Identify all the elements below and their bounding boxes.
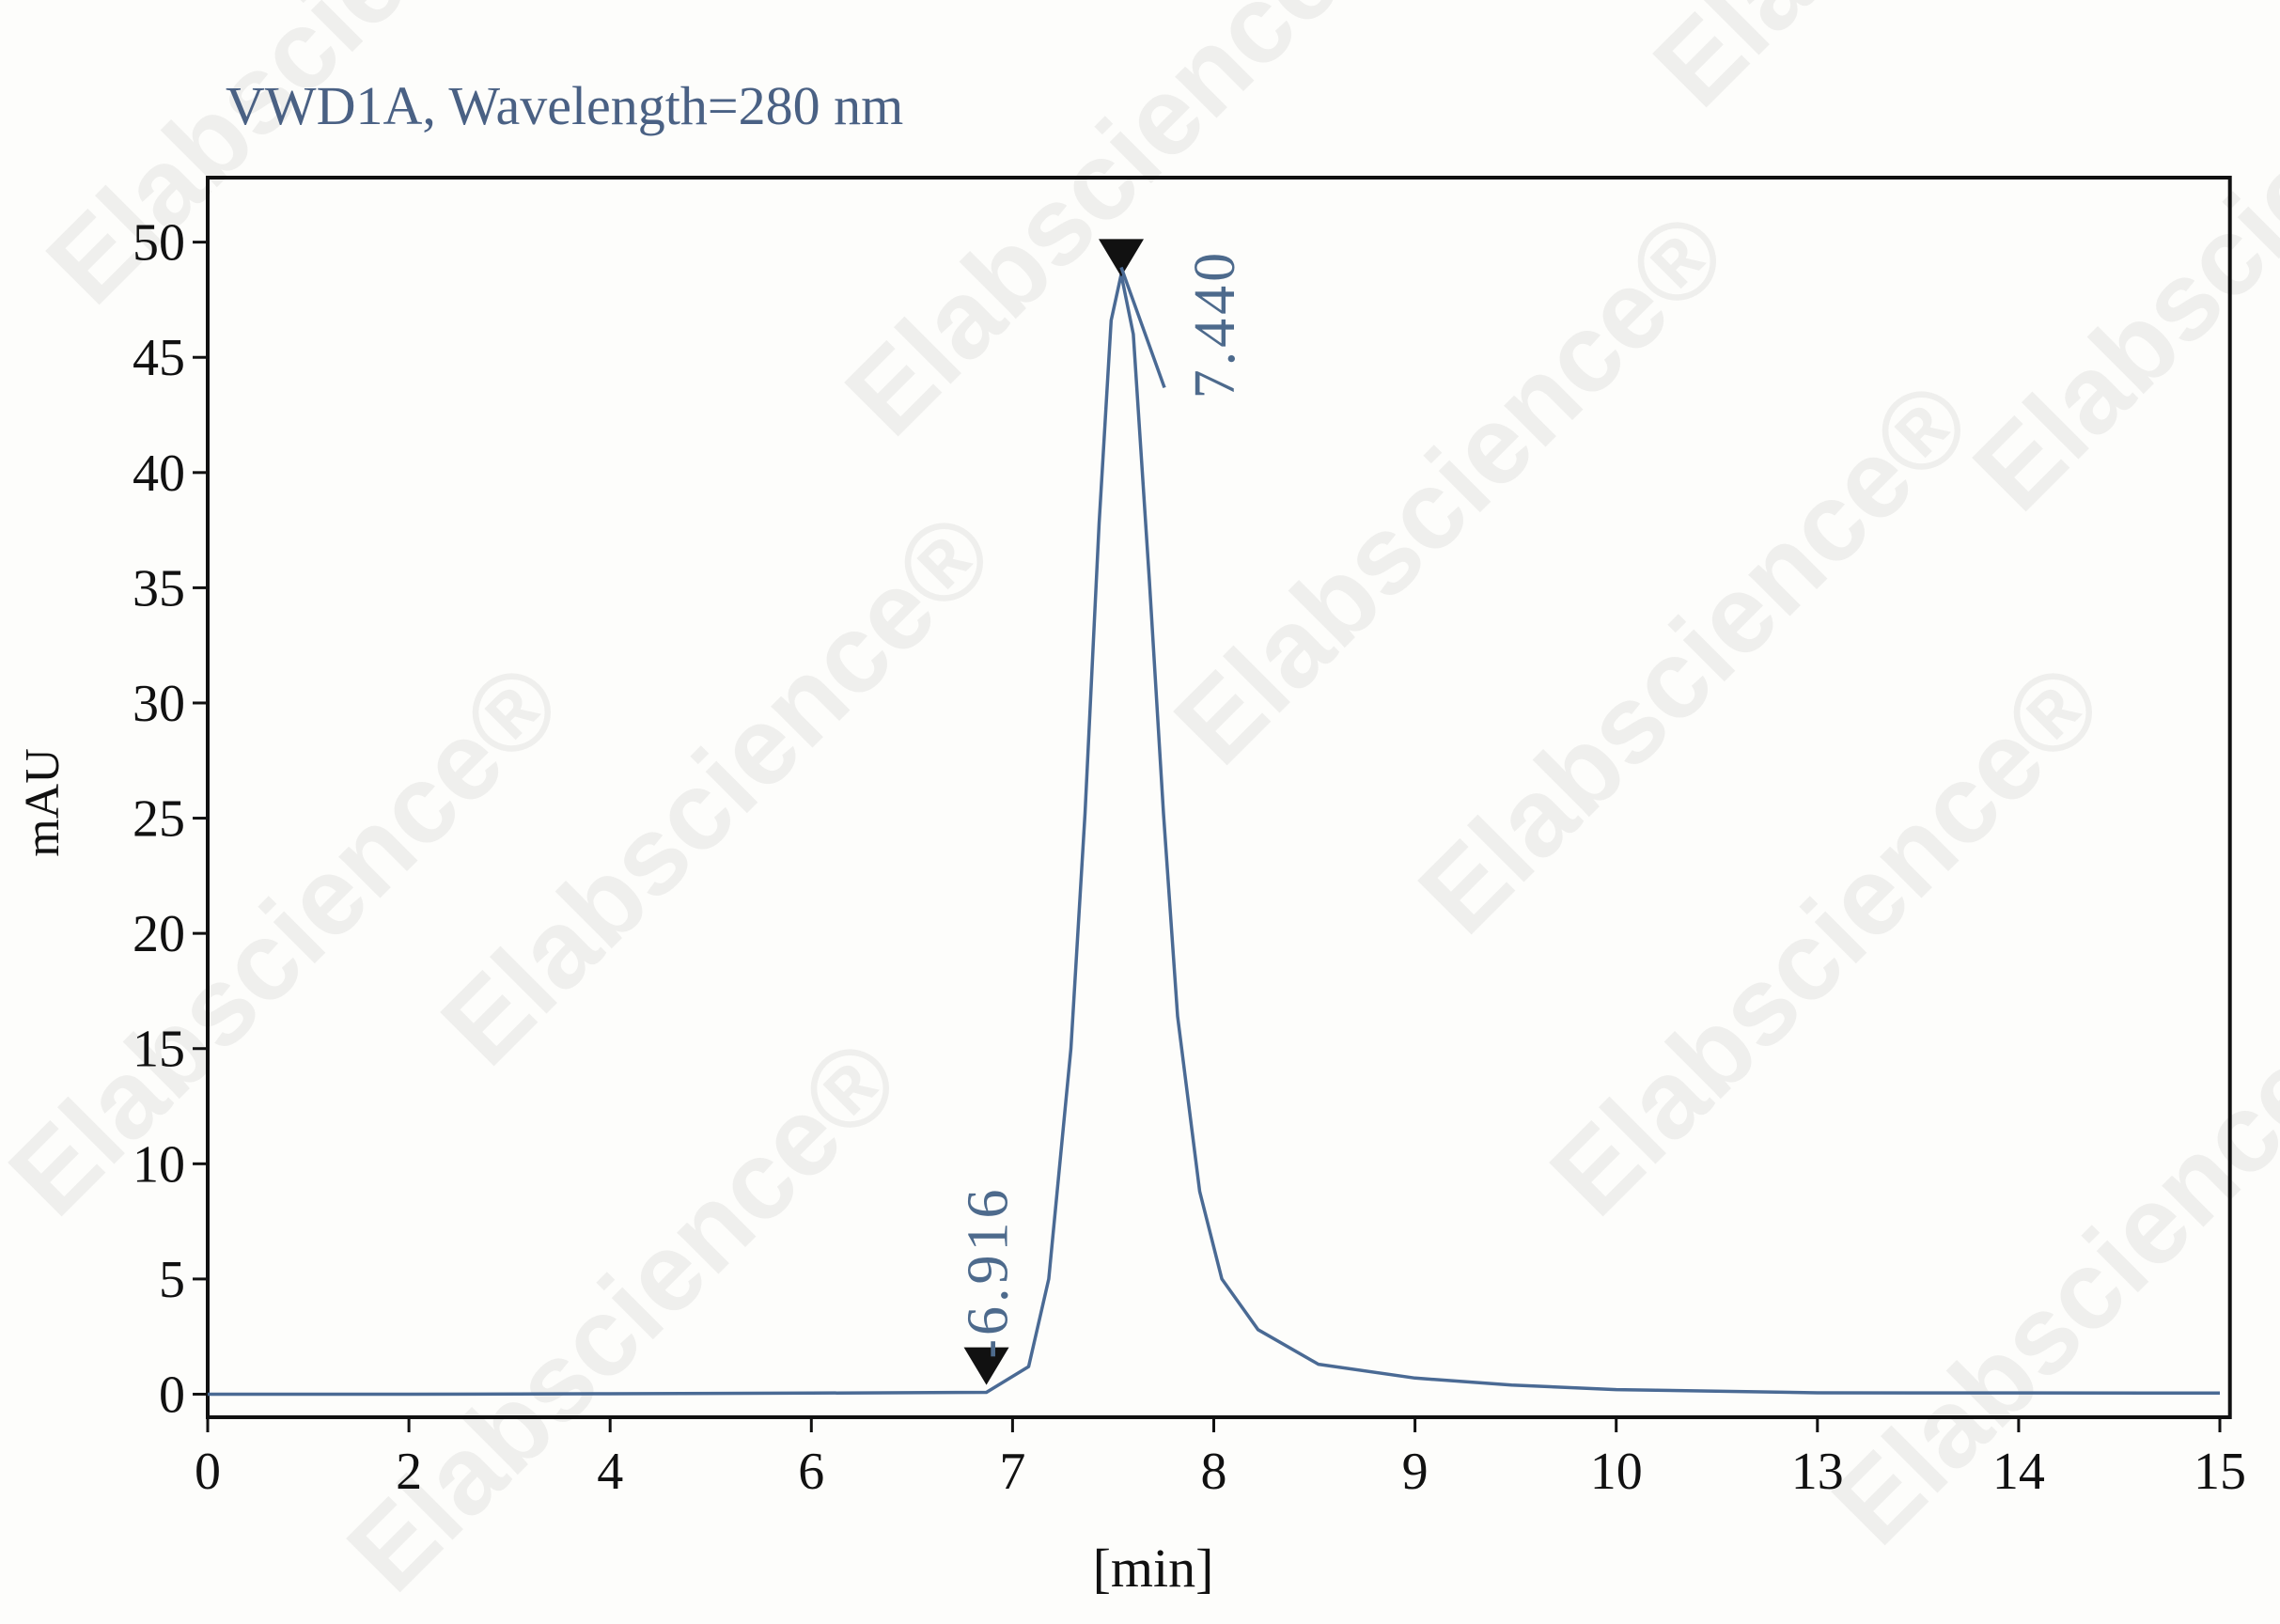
plot-frame bbox=[206, 176, 2232, 1419]
x-tick-label: 8 bbox=[1201, 1443, 1227, 1501]
watermark: Elabscience® bbox=[1631, 0, 2229, 130]
y-tick-label: 25 bbox=[133, 790, 185, 849]
y-tick-label: 40 bbox=[133, 445, 185, 503]
y-tick-label: 30 bbox=[133, 675, 185, 733]
y-tick-label: 15 bbox=[133, 1021, 185, 1079]
watermark: Elabscience® bbox=[324, 1016, 923, 1615]
chart-title: VWD1A, Wavelength=280 nm bbox=[226, 75, 903, 136]
y-tick-label: 0 bbox=[159, 1366, 185, 1424]
watermark: Elabscience® bbox=[822, 0, 1421, 459]
x-tick-label: 0 bbox=[195, 1443, 221, 1501]
x-tick-label: 4 bbox=[597, 1443, 623, 1501]
marker-leader bbox=[1119, 266, 1166, 389]
x-axis-label: [min] bbox=[1093, 1538, 1214, 1599]
data-line bbox=[208, 273, 2221, 1397]
y-tick-label: 35 bbox=[133, 559, 185, 617]
x-tick-label: 6 bbox=[798, 1443, 824, 1501]
x-tick-label: 10 bbox=[1590, 1443, 1643, 1501]
watermark: Elabscience® bbox=[23, 0, 622, 327]
y-tick-label: 5 bbox=[159, 1251, 185, 1309]
x-tick-label: 13 bbox=[1791, 1443, 1844, 1501]
peak-label: -6.916 bbox=[957, 1186, 1021, 1359]
peak-label: 7.440 bbox=[1183, 249, 1247, 399]
x-tick-label: 9 bbox=[1402, 1443, 1429, 1501]
peak-marker bbox=[963, 1347, 1009, 1385]
y-tick-label: 20 bbox=[133, 905, 185, 963]
x-tick-label: 7 bbox=[999, 1443, 1025, 1501]
x-tick-label: 14 bbox=[1992, 1443, 2045, 1501]
y-tick-label: 45 bbox=[133, 329, 185, 387]
peak-marker bbox=[1099, 239, 1145, 277]
x-tick-label: 2 bbox=[396, 1443, 422, 1501]
y-axis-label: mAU bbox=[16, 748, 70, 857]
y-tick-label: 10 bbox=[133, 1135, 185, 1194]
x-tick-label: 15 bbox=[2194, 1443, 2246, 1501]
y-tick-label: 50 bbox=[133, 214, 185, 273]
